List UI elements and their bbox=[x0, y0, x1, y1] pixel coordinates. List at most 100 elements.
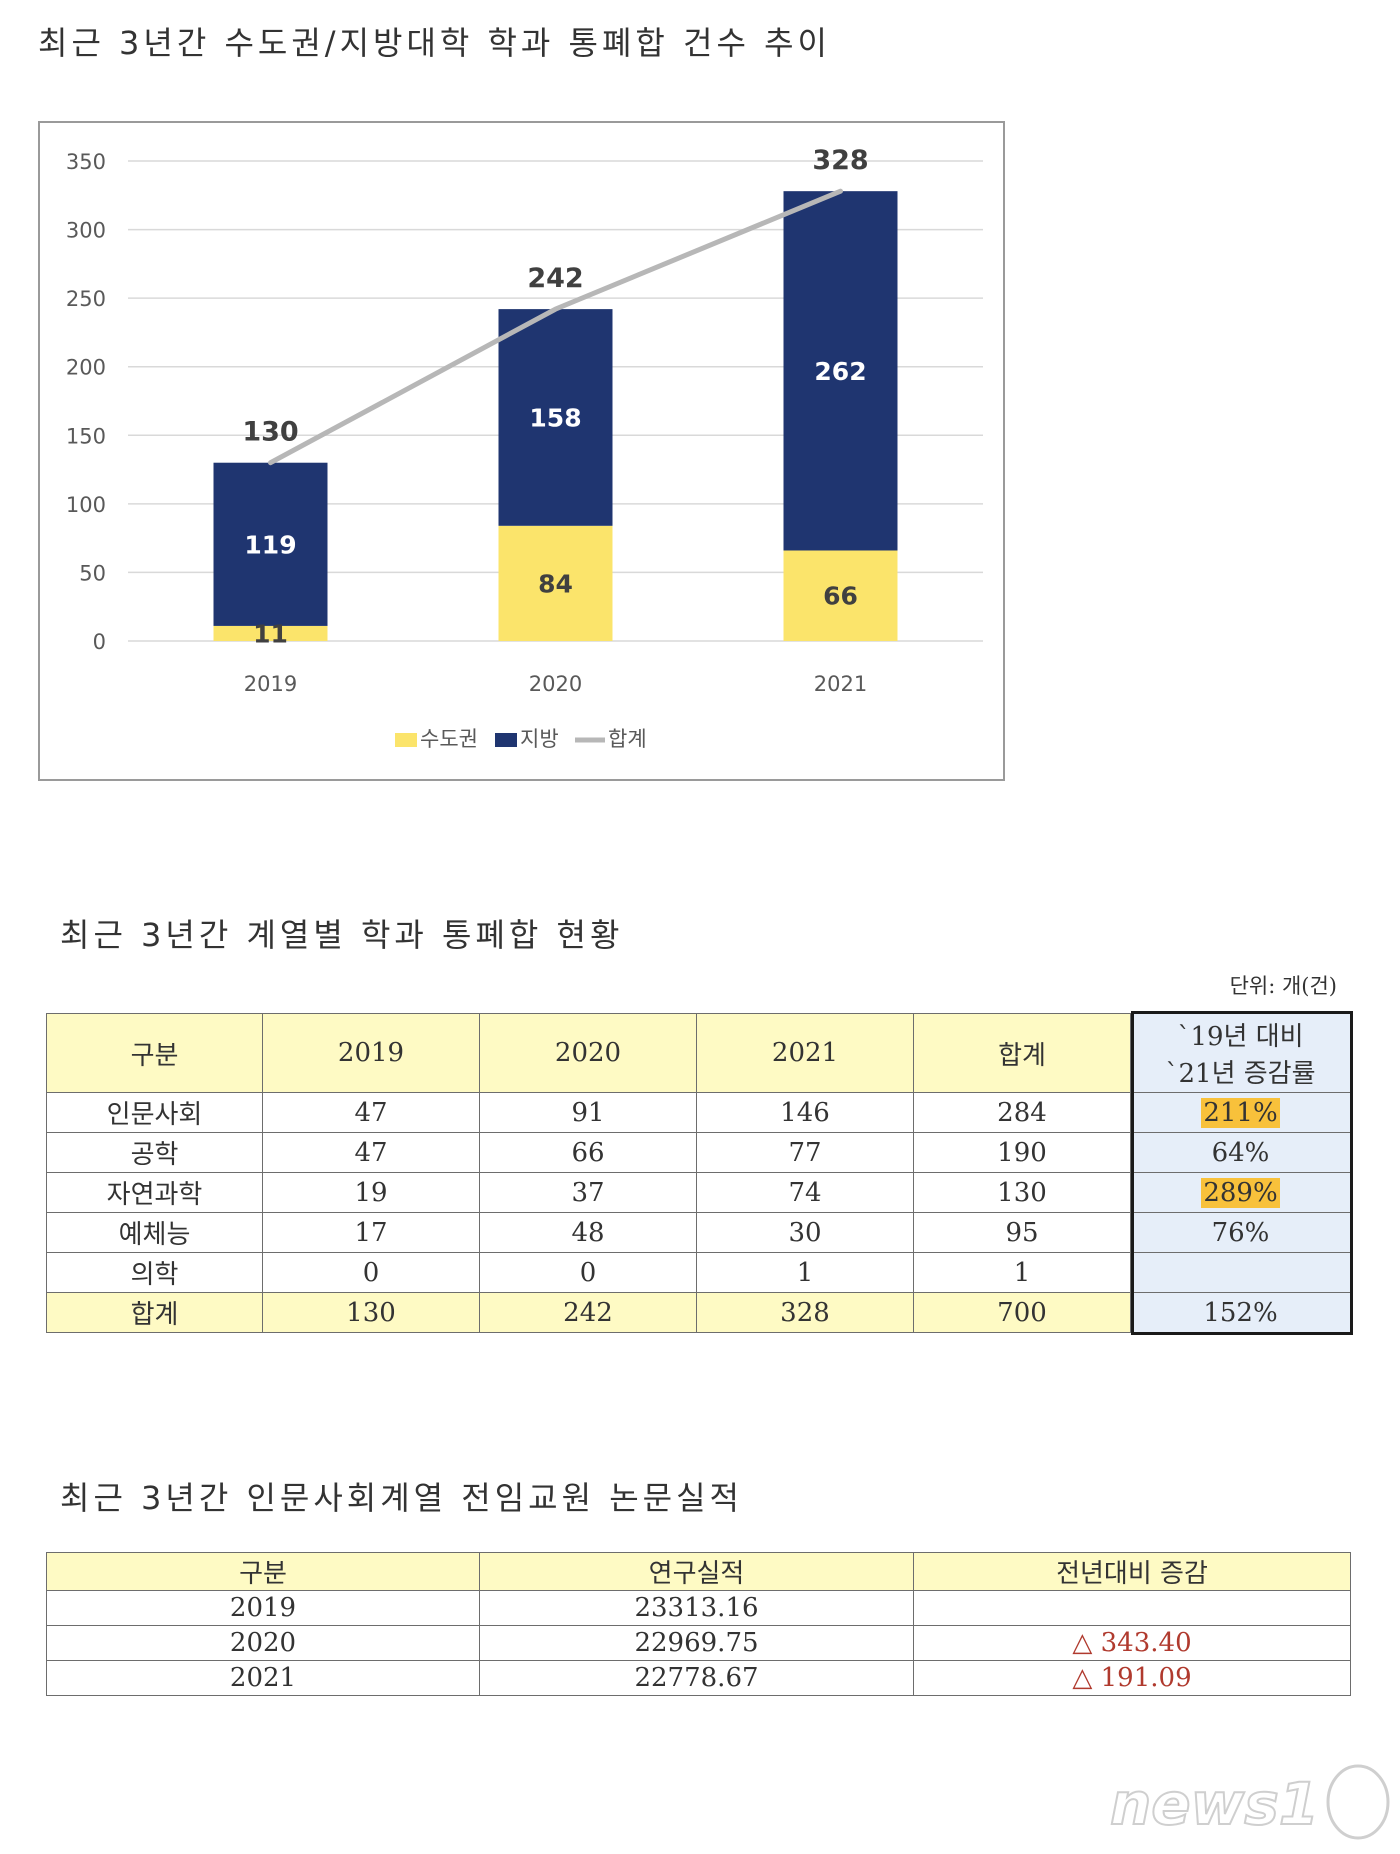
chart-canvas: 0 50 100 150 200 250 300 350 11 119 2019 84 158 2020 6… bbox=[66, 145, 983, 751]
y-tick-label: 100 bbox=[66, 493, 106, 517]
table-row: 의학 0 0 1 1 bbox=[46, 1252, 1351, 1293]
chart-title: 최근 3년간 수도권/지방대학 학과 통폐합 건수 추이 bbox=[38, 24, 831, 62]
department-merger-table: 구분 2019 2020 2021 합계 `19년 대비 `21년 증감률 인문… bbox=[46, 1013, 1351, 1333]
y-tick-label: 200 bbox=[66, 356, 106, 380]
x-tick-label: 2021 bbox=[814, 672, 867, 696]
data-label-total: 130 bbox=[242, 417, 298, 448]
x-tick-label: 2020 bbox=[529, 672, 582, 696]
header-rate: `19년 대비 `21년 증감률 bbox=[1130, 1013, 1351, 1093]
bar-regional bbox=[498, 309, 613, 526]
cell-2021: 74 bbox=[696, 1172, 914, 1213]
cell-year: 2019 bbox=[46, 1590, 480, 1626]
paper-results-table: 구분 연구실적 전년대비 증감 2019 23313.16 2020 22969.75… bbox=[46, 1552, 1351, 1696]
cell-2020: 37 bbox=[479, 1172, 697, 1213]
cell-2020: 66 bbox=[479, 1132, 697, 1173]
cell-sum: 130 bbox=[913, 1172, 1131, 1213]
cell-rate bbox=[1130, 1252, 1351, 1293]
table-row: 자연과학 19 37 74 130 289% bbox=[46, 1172, 1351, 1213]
header-sum: 합계 bbox=[913, 1013, 1131, 1093]
bar-regional bbox=[213, 462, 328, 626]
cell-2021: 77 bbox=[696, 1132, 914, 1173]
cell-sum: 700 bbox=[913, 1292, 1131, 1333]
y-tick-label: 50 bbox=[79, 561, 106, 585]
cell-sum: 1 bbox=[913, 1252, 1131, 1293]
unit-label: 단위: 개(건) bbox=[1229, 974, 1337, 998]
header-change: 전년대비 증감 bbox=[913, 1552, 1351, 1591]
cell-2019: 0 bbox=[262, 1252, 480, 1293]
table1-header-row: 구분 2019 2020 2021 합계 `19년 대비 `21년 증감률 bbox=[46, 1013, 1351, 1093]
header-2019: 2019 bbox=[262, 1013, 480, 1093]
data-label-total: 242 bbox=[527, 263, 583, 294]
highlighted-rate: 289% bbox=[1201, 1177, 1280, 1208]
header-rate-line2: `21년 증감률 bbox=[1165, 1059, 1316, 1089]
data-label-regional: 262 bbox=[814, 357, 866, 386]
table-row: 예체능 17 48 30 95 76% bbox=[46, 1212, 1351, 1253]
cell-change: △ 191.09 bbox=[913, 1660, 1351, 1696]
cell-research: 23313.16 bbox=[479, 1590, 914, 1626]
cell-change: △ 343.40 bbox=[913, 1625, 1351, 1661]
table-row: 2019 23313.16 bbox=[46, 1590, 1351, 1626]
table2-title: 최근 3년간 인문사회계열 전임교원 논문실적 bbox=[60, 1479, 743, 1517]
y-tick-label: 150 bbox=[66, 424, 106, 448]
cell-category: 공학 bbox=[46, 1132, 263, 1173]
cell-rate: 152% bbox=[1130, 1292, 1351, 1333]
cell-year: 2020 bbox=[46, 1625, 480, 1661]
cell-sum: 284 bbox=[913, 1092, 1131, 1133]
header-2021: 2021 bbox=[696, 1013, 914, 1093]
cell-2019: 17 bbox=[262, 1212, 480, 1253]
cell-2019: 130 bbox=[262, 1292, 480, 1333]
cell-category: 자연과학 bbox=[46, 1172, 263, 1213]
cell-research: 22969.75 bbox=[479, 1625, 914, 1661]
table-total-row: 합계 130 242 328 700 152% bbox=[46, 1292, 1351, 1333]
y-tick-label: 350 bbox=[66, 150, 106, 174]
cell-category: 인문사회 bbox=[46, 1092, 263, 1133]
table-row: 2021 22778.67 △ 191.09 bbox=[46, 1660, 1351, 1696]
y-tick-label: 250 bbox=[66, 287, 106, 311]
header-category: 구분 bbox=[46, 1013, 263, 1093]
data-label-capital: 66 bbox=[823, 582, 858, 611]
cell-category: 예체능 bbox=[46, 1212, 263, 1253]
bar-regional bbox=[783, 191, 898, 551]
data-label-capital: 11 bbox=[253, 619, 288, 648]
data-label-total: 328 bbox=[812, 145, 868, 176]
cell-2020: 91 bbox=[479, 1092, 697, 1133]
cell-2020: 48 bbox=[479, 1212, 697, 1253]
y-tick-label: 0 bbox=[93, 630, 106, 654]
cell-category: 의학 bbox=[46, 1252, 263, 1293]
data-label-regional: 158 bbox=[529, 403, 581, 432]
logo-ring bbox=[1326, 1764, 1390, 1840]
table2-header-row: 구분 연구실적 전년대비 증감 bbox=[46, 1552, 1351, 1591]
header-research: 연구실적 bbox=[479, 1552, 914, 1591]
cell-2020: 242 bbox=[479, 1292, 697, 1333]
cell-rate: 76% bbox=[1130, 1212, 1351, 1253]
highlighted-rate: 211% bbox=[1201, 1097, 1280, 1128]
cell-sum: 190 bbox=[913, 1132, 1131, 1173]
cell-rate: 289% bbox=[1130, 1172, 1351, 1213]
cell-2021: 1 bbox=[696, 1252, 914, 1293]
legend-label-regional: 지방 bbox=[520, 727, 559, 751]
legend-swatch-capital bbox=[395, 733, 417, 747]
cell-sum: 95 bbox=[913, 1212, 1131, 1253]
cell-category: 합계 bbox=[46, 1292, 263, 1333]
cell-2019: 47 bbox=[262, 1092, 480, 1133]
header-2020: 2020 bbox=[479, 1013, 697, 1093]
stacked-bar-chart: 0 50 100 150 200 250 300 350 11 119 2019 84 158 2020 6… bbox=[38, 121, 1005, 781]
header-rate-line1: `19년 대비 bbox=[1177, 1022, 1304, 1052]
cell-2021: 328 bbox=[696, 1292, 914, 1333]
cell-2019: 47 bbox=[262, 1132, 480, 1173]
cell-change bbox=[913, 1590, 1351, 1626]
x-tick-label: 2019 bbox=[244, 672, 297, 696]
cell-2019: 19 bbox=[262, 1172, 480, 1213]
news1-logo: news1 bbox=[1109, 1764, 1390, 1840]
cell-2021: 146 bbox=[696, 1092, 914, 1133]
bar-capital bbox=[498, 525, 613, 641]
data-label-regional: 119 bbox=[244, 530, 296, 559]
line-total bbox=[268, 188, 843, 466]
cell-rate: 64% bbox=[1130, 1132, 1351, 1173]
cell-2021: 30 bbox=[696, 1212, 914, 1253]
cell-research: 22778.67 bbox=[479, 1660, 914, 1696]
header-category: 구분 bbox=[46, 1552, 480, 1591]
legend-label-total: 합계 bbox=[608, 727, 647, 751]
cell-2020: 0 bbox=[479, 1252, 697, 1293]
bar-capital bbox=[213, 625, 328, 641]
